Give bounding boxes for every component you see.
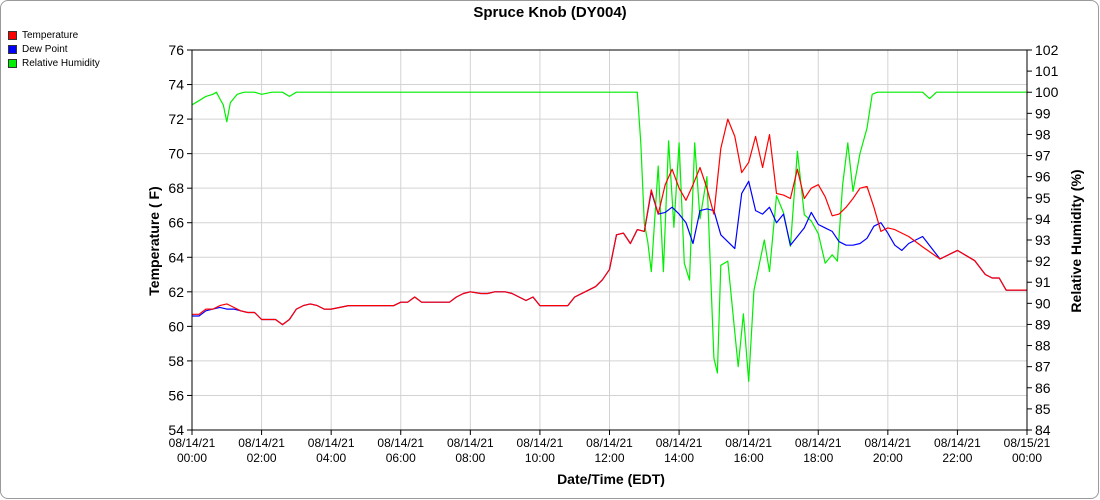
legend-label-dew-point: Dew Point bbox=[22, 43, 68, 55]
y2-tick-label: 88 bbox=[1035, 338, 1051, 354]
legend-label-relative-humidity: Relative Humidity bbox=[22, 57, 100, 69]
y2-tick-label: 97 bbox=[1035, 148, 1051, 164]
x-tick-label-date: 08/14/21 bbox=[169, 436, 216, 450]
x-tick-label-time: 04:00 bbox=[316, 451, 346, 465]
x-tick-label-time: 14:00 bbox=[664, 451, 694, 465]
x-tick-label-date: 08/14/21 bbox=[934, 436, 981, 450]
x-axis-label: Date/Time (EDT) bbox=[557, 471, 665, 487]
legend-label-temperature: Temperature bbox=[22, 29, 79, 41]
y2-tick-label: 91 bbox=[1035, 274, 1051, 290]
y2-tick-label: 89 bbox=[1035, 316, 1051, 332]
x-tick-label-time: 12:00 bbox=[594, 451, 624, 465]
x-tick-label-date: 08/14/21 bbox=[795, 436, 842, 450]
y2-axis-label: Relative Humidity (%) bbox=[1068, 169, 1084, 312]
y2-tick-label: 92 bbox=[1035, 253, 1051, 269]
y-tick-label: 66 bbox=[168, 215, 184, 231]
y2-tick-label: 96 bbox=[1035, 169, 1051, 185]
x-tick-label-date: 08/14/21 bbox=[864, 436, 911, 450]
y2-tick-label: 100 bbox=[1035, 84, 1059, 100]
x-tick-label-date: 08/14/21 bbox=[447, 436, 494, 450]
y2-tick-label: 94 bbox=[1035, 211, 1051, 227]
legend-item-dew-point: Dew Point bbox=[8, 42, 100, 56]
legend-swatch-dew-point bbox=[8, 44, 17, 54]
y-tick-label: 74 bbox=[168, 77, 184, 93]
x-tick-label-time: 02:00 bbox=[247, 451, 277, 465]
axes: 08/14/2100:0008/14/2102:0008/14/2104:000… bbox=[168, 42, 1058, 465]
x-tick-label-date: 08/14/21 bbox=[377, 436, 424, 450]
y2-tick-label: 95 bbox=[1035, 190, 1051, 206]
legend-item-relative-humidity: Relative Humidity bbox=[8, 56, 100, 70]
x-tick-label-time: 22:00 bbox=[942, 451, 972, 465]
y2-tick-label: 93 bbox=[1035, 232, 1051, 248]
y2-tick-label: 85 bbox=[1035, 401, 1051, 417]
y-tick-label: 72 bbox=[168, 111, 184, 127]
y-tick-label: 64 bbox=[168, 249, 184, 265]
y-tick-label: 56 bbox=[168, 387, 184, 403]
x-tick-label-time: 00:00 bbox=[1012, 451, 1042, 465]
x-tick-label-time: 06:00 bbox=[386, 451, 416, 465]
x-tick-label-time: 18:00 bbox=[803, 451, 833, 465]
x-tick-label-time: 08:00 bbox=[455, 451, 485, 465]
y-tick-label: 68 bbox=[168, 180, 184, 196]
series-line-relative-humidity bbox=[191, 91, 1027, 382]
x-tick-label-date: 08/14/21 bbox=[725, 436, 772, 450]
y-tick-label: 60 bbox=[168, 318, 184, 334]
series-lines bbox=[191, 91, 1027, 382]
y2-tick-label: 84 bbox=[1035, 422, 1051, 438]
y2-tick-label: 90 bbox=[1035, 295, 1051, 311]
x-tick-label-date: 08/14/21 bbox=[308, 436, 355, 450]
chart-legend: Temperature Dew Point Relative Humidity bbox=[8, 28, 100, 70]
grid bbox=[191, 49, 1028, 431]
y-axis-label: Temperature ( F) bbox=[146, 186, 162, 295]
x-tick-label-time: 10:00 bbox=[525, 451, 555, 465]
x-tick-label-time: 00:00 bbox=[177, 451, 207, 465]
y2-tick-label: 101 bbox=[1035, 63, 1059, 79]
plot-border bbox=[191, 49, 1028, 431]
y-tick-label: 58 bbox=[168, 353, 184, 369]
chart-title: Spruce Knob (DY004) bbox=[473, 4, 627, 21]
legend-item-temperature: Temperature bbox=[8, 28, 100, 42]
series-line-temperature bbox=[192, 118, 1027, 326]
x-tick-label-date: 08/14/21 bbox=[517, 436, 564, 450]
y2-tick-label: 99 bbox=[1035, 105, 1051, 121]
x-tick-label-date: 08/14/21 bbox=[238, 436, 285, 450]
y2-tick-label: 98 bbox=[1035, 126, 1051, 142]
y-tick-label: 76 bbox=[168, 42, 184, 58]
x-tick-label-date: 08/15/21 bbox=[1004, 436, 1051, 450]
y2-tick-label: 87 bbox=[1035, 359, 1051, 375]
legend-swatch-relative-humidity bbox=[8, 58, 17, 68]
x-tick-label-date: 08/14/21 bbox=[656, 436, 703, 450]
x-tick-label-time: 20:00 bbox=[873, 451, 903, 465]
legend-swatch-temperature bbox=[8, 30, 17, 40]
y-tick-label: 62 bbox=[168, 284, 184, 300]
y2-tick-label: 102 bbox=[1035, 42, 1059, 58]
y2-tick-label: 86 bbox=[1035, 380, 1051, 396]
x-tick-label-time: 16:00 bbox=[734, 451, 764, 465]
y-tick-label: 54 bbox=[168, 422, 184, 438]
x-tick-label-date: 08/14/21 bbox=[586, 436, 633, 450]
y-tick-label: 70 bbox=[168, 146, 184, 162]
